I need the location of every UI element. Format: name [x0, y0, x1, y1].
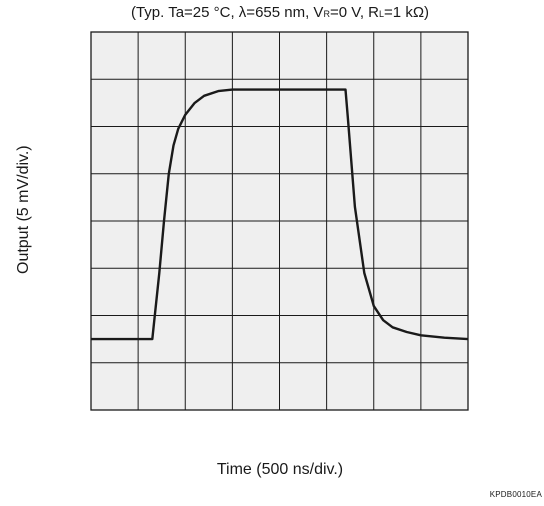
measurement-conditions: (Typ. Ta=25 °C, λ=655 nm, VR=0 V, RL=1 k… [130, 4, 430, 21]
y-axis-label: Output (5 mV/div.) [15, 145, 32, 274]
plot-frame [90, 31, 469, 411]
figure-code: KPDB0010EA [489, 490, 542, 499]
grid [91, 32, 468, 410]
response-curve [91, 88, 469, 341]
x-axis-label: Time (500 ns/div.) [216, 461, 344, 478]
